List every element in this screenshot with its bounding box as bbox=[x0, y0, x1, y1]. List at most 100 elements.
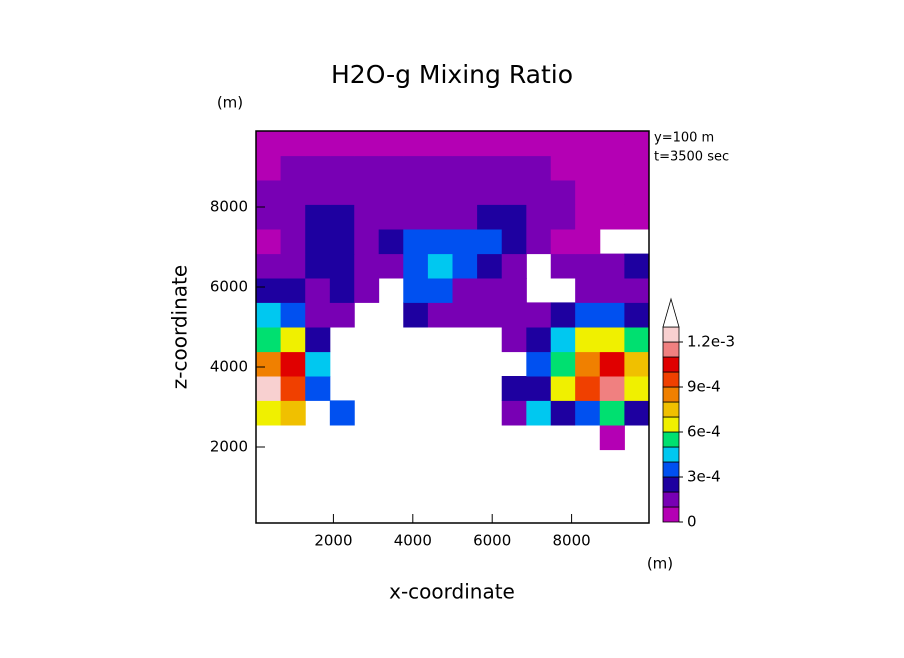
contour-cell bbox=[453, 400, 478, 425]
contour-cell bbox=[403, 327, 428, 352]
contour-cell bbox=[477, 131, 503, 157]
contour-cell bbox=[305, 302, 331, 328]
contour-cell bbox=[354, 180, 380, 205]
contour-cell bbox=[575, 204, 601, 230]
contour-cell bbox=[256, 253, 282, 279]
contour-cell bbox=[256, 155, 282, 181]
contour-cell bbox=[452, 131, 478, 157]
contour-cell bbox=[256, 278, 282, 303]
contour-cell bbox=[256, 474, 281, 499]
contour-cell bbox=[354, 425, 379, 450]
contour-cell bbox=[330, 376, 355, 401]
contour-cell bbox=[354, 253, 380, 279]
contour-cell bbox=[526, 204, 552, 230]
contour-cell bbox=[329, 400, 355, 426]
contour-cell bbox=[624, 155, 650, 181]
contour-cell bbox=[378, 180, 404, 205]
contour-cell bbox=[599, 155, 625, 181]
contour-cell bbox=[378, 204, 404, 230]
contour-cell bbox=[354, 278, 380, 303]
contour-cell bbox=[305, 131, 331, 157]
annotation: y=100 m bbox=[654, 131, 714, 146]
contour-cell bbox=[280, 180, 306, 205]
contour-cell bbox=[305, 278, 331, 303]
contour-cell bbox=[280, 155, 306, 181]
contour-cell bbox=[428, 352, 453, 377]
contour-cell bbox=[452, 180, 478, 205]
contour-cell bbox=[624, 278, 650, 303]
contour-cell bbox=[526, 302, 552, 328]
contour-cell bbox=[354, 204, 380, 230]
contour-cell bbox=[403, 425, 428, 450]
contour-cell bbox=[599, 327, 625, 353]
contour-cell bbox=[624, 253, 650, 279]
contour-cell bbox=[329, 155, 355, 181]
contour-cell bbox=[526, 351, 552, 377]
contour-cell bbox=[305, 425, 330, 450]
contour-cell bbox=[280, 351, 306, 377]
colorbar-tick-label: 6e-4 bbox=[687, 423, 721, 441]
contour-cell bbox=[477, 425, 502, 450]
contour-cell bbox=[354, 376, 379, 401]
contour-cell bbox=[280, 229, 306, 255]
contour-cell bbox=[599, 400, 625, 426]
contour-cell bbox=[256, 302, 282, 328]
contour-cell bbox=[526, 425, 551, 450]
contour-cell bbox=[550, 376, 576, 401]
contour-cell bbox=[526, 278, 551, 303]
contour-cell bbox=[624, 204, 650, 230]
contour-cell bbox=[256, 351, 282, 377]
contour-cell bbox=[453, 498, 478, 523]
contour-cell bbox=[501, 155, 527, 181]
contour-cell bbox=[624, 302, 650, 328]
contour-cell bbox=[575, 425, 600, 450]
contour-cell bbox=[600, 229, 625, 254]
contour-cell bbox=[550, 302, 576, 328]
contour-cell bbox=[330, 450, 355, 475]
contour-cell bbox=[256, 376, 282, 401]
contour-cell bbox=[280, 278, 306, 303]
colorbar-box bbox=[662, 416, 680, 433]
colorbar-extension bbox=[662, 297, 680, 328]
contour-cell bbox=[378, 131, 404, 157]
contour-cell bbox=[599, 351, 625, 377]
colorbar-box bbox=[662, 401, 680, 418]
contour-cell bbox=[575, 327, 601, 353]
contour-cell bbox=[379, 327, 404, 352]
contour-cell bbox=[280, 204, 306, 230]
contour-cell bbox=[379, 498, 404, 523]
contour-cell bbox=[526, 450, 551, 475]
contour-cell bbox=[427, 229, 453, 255]
contour-cell bbox=[599, 131, 625, 157]
contour-cell bbox=[427, 278, 453, 303]
contour-cell bbox=[551, 474, 576, 499]
contour-cell bbox=[600, 474, 625, 499]
colorbar-tick-label: 1.2e-3 bbox=[687, 333, 735, 351]
contour-cell bbox=[280, 400, 306, 426]
contour-cell bbox=[502, 498, 527, 523]
contour-cell bbox=[502, 425, 527, 450]
contour-cell bbox=[624, 498, 649, 523]
contour-cell bbox=[378, 229, 404, 255]
contour-cell bbox=[280, 302, 306, 328]
y-tick-label: 6000 bbox=[210, 278, 248, 296]
contour-cell bbox=[280, 253, 306, 279]
contour-cell bbox=[354, 131, 380, 157]
contour-cell bbox=[477, 352, 502, 377]
contour-cell bbox=[477, 278, 503, 303]
x-tick-label: 6000 bbox=[473, 532, 511, 550]
colorbar-box bbox=[662, 341, 680, 358]
contour-cell bbox=[256, 229, 282, 255]
colorbar-tick-label: 3e-4 bbox=[687, 468, 721, 486]
contour-cell bbox=[330, 327, 355, 352]
contour-cell bbox=[329, 278, 355, 303]
contour-cell bbox=[379, 278, 404, 303]
contour-cell bbox=[305, 498, 330, 523]
contour-cell bbox=[453, 376, 478, 401]
contour-cell bbox=[599, 204, 625, 230]
contour-cell bbox=[280, 376, 306, 401]
contour-cell bbox=[427, 155, 453, 181]
contour-cell bbox=[403, 474, 428, 499]
colorbar-box bbox=[662, 371, 680, 388]
